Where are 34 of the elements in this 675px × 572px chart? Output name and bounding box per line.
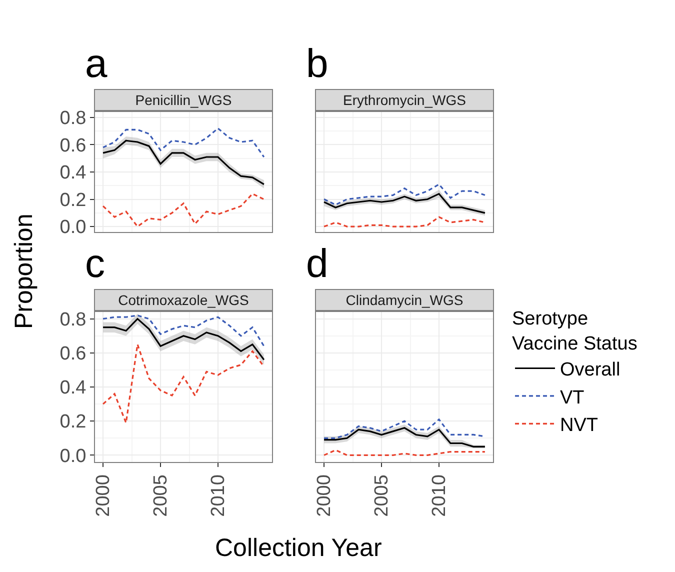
chart-title: c (85, 242, 105, 286)
legend-label: VT (560, 387, 585, 408)
chart-subtitle: Penicillin_WGS (135, 92, 232, 108)
y-tick-label: 0.2 (60, 412, 86, 433)
y-tick-label: 0.8 (60, 108, 86, 130)
line-series (102, 314, 265, 347)
y-tick-label: 0.2 (60, 190, 86, 211)
y-tick-label: 0.6 (60, 135, 86, 156)
y-tick-label: 0.8 (60, 309, 86, 330)
chart-subtitle: Cotrimoxazole_WGS (118, 292, 249, 308)
line-series (102, 344, 265, 424)
x-tick-label: 2005 (150, 474, 172, 517)
y-tick-label: 0.0 (60, 217, 86, 238)
line-series (102, 128, 265, 158)
x-tick-label: 2010 (208, 474, 230, 517)
y-tick-label: 0.4 (60, 378, 87, 399)
chart-title: b (306, 42, 328, 86)
y-tick-label: 0.0 (60, 446, 86, 467)
x-axis-title: Collection Year (215, 534, 382, 562)
legend-label: NVT (560, 415, 598, 436)
chart-subtitle: Erythromycin_WGS (343, 92, 466, 108)
y-axis-title: Proportion (10, 214, 38, 329)
y-tick-label: 0.6 (60, 344, 86, 365)
x-tick-label: 2010 (429, 474, 450, 517)
line-series (102, 193, 265, 228)
x-tick-label: 2000 (93, 474, 114, 517)
x-tick-label: 2000 (314, 474, 336, 517)
legend-title: Serotype Vaccine Status (512, 308, 638, 354)
chart-title: d (306, 242, 328, 286)
legend-label: Overall (560, 360, 620, 381)
y-tick-label: 0.4 (60, 162, 87, 184)
chart-title: a (85, 42, 108, 86)
chart-subtitle: Clindamycin_WGS (346, 292, 464, 308)
x-tick-label: 2005 (372, 474, 393, 517)
